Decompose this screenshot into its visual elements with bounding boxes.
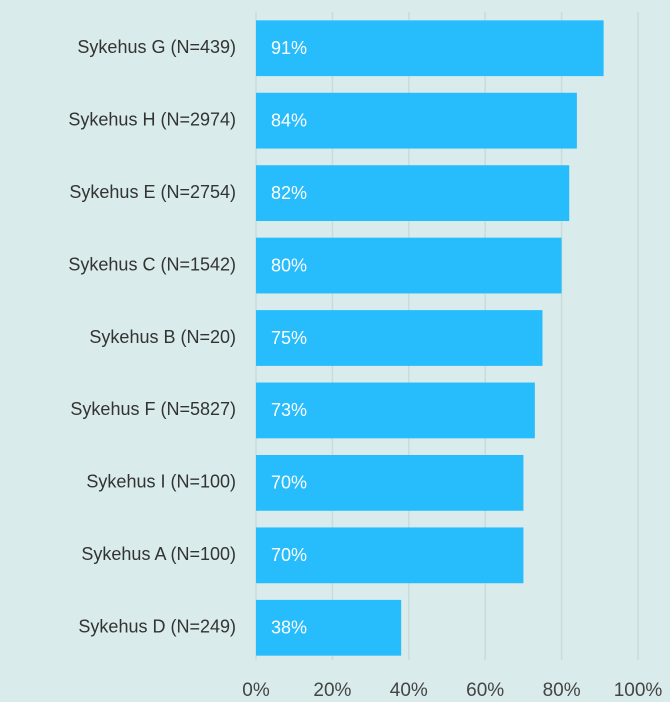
bar bbox=[256, 237, 562, 294]
value-label: 75% bbox=[271, 328, 307, 348]
bar bbox=[256, 527, 524, 584]
value-label: 73% bbox=[271, 400, 307, 420]
category-label: Sykehus B (N=20) bbox=[89, 327, 236, 347]
value-label: 70% bbox=[271, 473, 307, 493]
value-label: 70% bbox=[271, 545, 307, 565]
x-tick-label: 0% bbox=[242, 680, 270, 701]
value-label: 80% bbox=[271, 255, 307, 275]
bar bbox=[256, 599, 402, 656]
bar bbox=[256, 165, 570, 222]
category-label: Sykehus A (N=100) bbox=[81, 544, 236, 564]
bar bbox=[256, 20, 604, 77]
category-label: Sykehus F (N=5827) bbox=[70, 399, 236, 419]
x-tick-label: 20% bbox=[313, 680, 351, 701]
x-tick-label: 40% bbox=[390, 680, 428, 701]
bar bbox=[256, 92, 577, 149]
category-label: Sykehus G (N=439) bbox=[77, 37, 236, 57]
category-label: Sykehus I (N=100) bbox=[86, 472, 236, 492]
bar bbox=[256, 454, 524, 511]
category-label: Sykehus E (N=2754) bbox=[69, 182, 236, 202]
value-label: 91% bbox=[271, 38, 307, 58]
value-label: 82% bbox=[271, 183, 307, 203]
category-label: Sykehus D (N=249) bbox=[78, 617, 236, 637]
value-label: 84% bbox=[271, 110, 307, 130]
x-tick-label: 60% bbox=[466, 680, 504, 701]
x-tick-label: 80% bbox=[543, 680, 581, 701]
bar bbox=[256, 310, 543, 366]
category-label: Sykehus C (N=1542) bbox=[68, 254, 236, 274]
x-tick-label: 100% bbox=[614, 680, 663, 701]
category-label: Sykehus H (N=2974) bbox=[68, 109, 236, 129]
value-label: 38% bbox=[271, 618, 307, 638]
bar bbox=[256, 382, 535, 439]
